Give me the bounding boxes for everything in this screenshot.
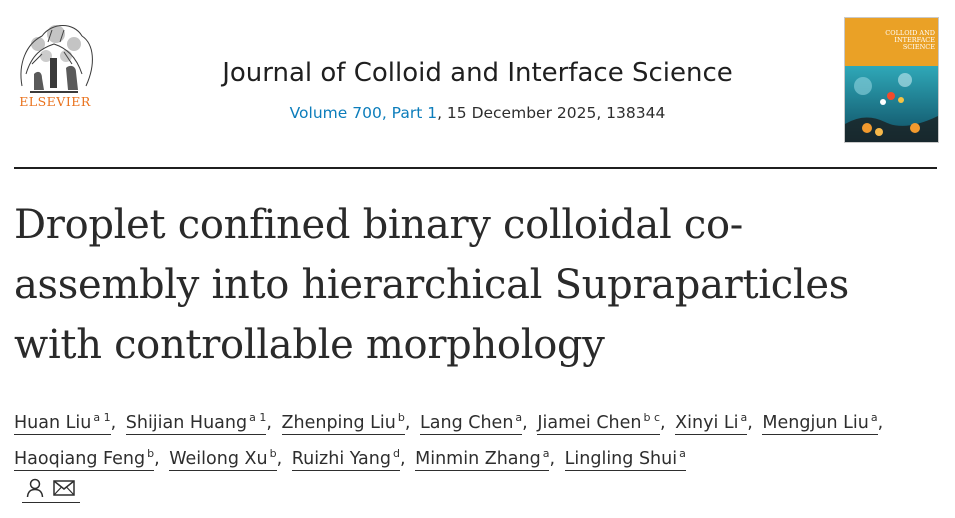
- author-item: Minmin Zhang a,: [415, 447, 559, 471]
- person-icon[interactable]: [26, 478, 44, 498]
- author-item: Xinyi Li a,: [675, 411, 757, 435]
- volume-link[interactable]: Volume 700, Part 1: [289, 104, 438, 122]
- author-list: Huan Liu a 1, Shijian Huang a 1, Zhenping …: [14, 405, 934, 477]
- author-name: Lang Chen: [420, 413, 514, 433]
- cover-artwork: [845, 66, 938, 142]
- author-item: Ruizhi Yang d,: [291, 447, 410, 471]
- author-link[interactable]: Lingling Shui a: [564, 447, 686, 471]
- header-divider: [14, 167, 937, 169]
- author-link[interactable]: Zhenping Liu b: [281, 411, 405, 435]
- author-link[interactable]: Shijian Huang a 1: [125, 411, 267, 435]
- author-separator: ,: [266, 413, 272, 433]
- cover-banner: [845, 18, 938, 66]
- author-link[interactable]: Lang Chen a: [420, 411, 523, 435]
- author-item: Weilong Xu b,: [169, 447, 286, 471]
- journal-title[interactable]: Journal of Colloid and Interface Science: [222, 58, 733, 88]
- author-name: Weilong Xu: [169, 449, 268, 469]
- author-name: Zhenping Liu: [281, 413, 396, 433]
- author-link[interactable]: Huan Liu a 1: [14, 411, 111, 435]
- author-separator: ,: [877, 413, 884, 433]
- author-link[interactable]: Jiamei Chen b c: [537, 411, 661, 435]
- author-separator: ,: [660, 413, 666, 433]
- author-separator: ,: [522, 413, 528, 433]
- author-name: Mengjun Liu: [762, 413, 869, 433]
- author-name: Lingling Shui: [564, 449, 678, 469]
- author-affiliation-sup: a: [542, 447, 550, 461]
- author-name: Huan Liu: [14, 413, 92, 433]
- author-name: Jiamei Chen: [537, 413, 642, 433]
- issue-info: , 15 December 2025, 138344: [437, 104, 666, 122]
- journal-meta: Volume 700, Part 1, 15 December 2025, 13…: [0, 104, 955, 122]
- elsevier-tree-logo[interactable]: [12, 14, 96, 110]
- author-link[interactable]: Ruizhi Yang d: [291, 447, 400, 471]
- author-affiliation-sup: b: [269, 447, 277, 461]
- author-link[interactable]: Weilong Xu b: [169, 447, 277, 471]
- author-affiliation-sup: a: [515, 411, 523, 425]
- author-item: Jiamei Chen b c,: [537, 411, 669, 435]
- author-separator: ,: [399, 449, 406, 469]
- author-affiliation-sup: b: [147, 447, 155, 461]
- author-affiliation-sup: d: [392, 447, 400, 461]
- author-separator: ,: [747, 413, 753, 433]
- journal-cover[interactable]: COLLOID AND INTERFACE SCIENCE: [844, 17, 939, 143]
- author-link[interactable]: Minmin Zhang a: [415, 447, 550, 471]
- author-affiliation-sup: b c: [643, 411, 661, 425]
- author-name: Xinyi Li: [675, 413, 739, 433]
- author-item: Mengjun Liu a,: [762, 411, 887, 435]
- article-title: Droplet confined binary colloidal co-ass…: [14, 202, 849, 368]
- author-name: Ruizhi Yang: [291, 449, 391, 469]
- author-item: Huan Liu a 1,: [14, 411, 120, 435]
- author-item: Shijian Huang a 1,: [125, 411, 276, 435]
- author-affiliation-sup: b: [397, 411, 405, 425]
- author-separator: ,: [404, 413, 411, 433]
- author-affiliation-sup: a 1: [93, 411, 111, 425]
- author-name: Haoqiang Feng: [14, 449, 146, 469]
- author-icons[interactable]: [22, 476, 80, 503]
- author-affiliation-sup: a 1: [249, 411, 267, 425]
- author-separator: ,: [276, 449, 283, 469]
- author-affiliation-sup: a: [870, 411, 878, 425]
- author-affiliation-sup: a: [679, 447, 686, 461]
- author-item: Lang Chen a,: [420, 411, 532, 435]
- author-separator: ,: [549, 449, 556, 469]
- mail-icon[interactable]: [53, 480, 75, 496]
- author-separator: ,: [154, 449, 160, 469]
- author-item: Haoqiang Feng b,: [14, 447, 164, 471]
- author-link[interactable]: Mengjun Liu a: [762, 411, 878, 435]
- author-link[interactable]: Haoqiang Feng b: [14, 447, 155, 471]
- author-item: Lingling Shui a: [564, 447, 690, 471]
- author-name: Minmin Zhang: [415, 449, 541, 469]
- author-link[interactable]: Xinyi Li a: [675, 411, 748, 435]
- author-separator: ,: [110, 413, 117, 433]
- author-item: Zhenping Liu b,: [281, 411, 415, 435]
- journal-header: ELSEVIER Journal of Colloid and Interfac…: [0, 0, 955, 168]
- author-affiliation-sup: a: [740, 411, 748, 425]
- author-name: Shijian Huang: [125, 413, 248, 433]
- publisher-name: ELSEVIER: [19, 94, 91, 109]
- cover-title: COLLOID AND INTERFACE SCIENCE: [885, 29, 935, 51]
